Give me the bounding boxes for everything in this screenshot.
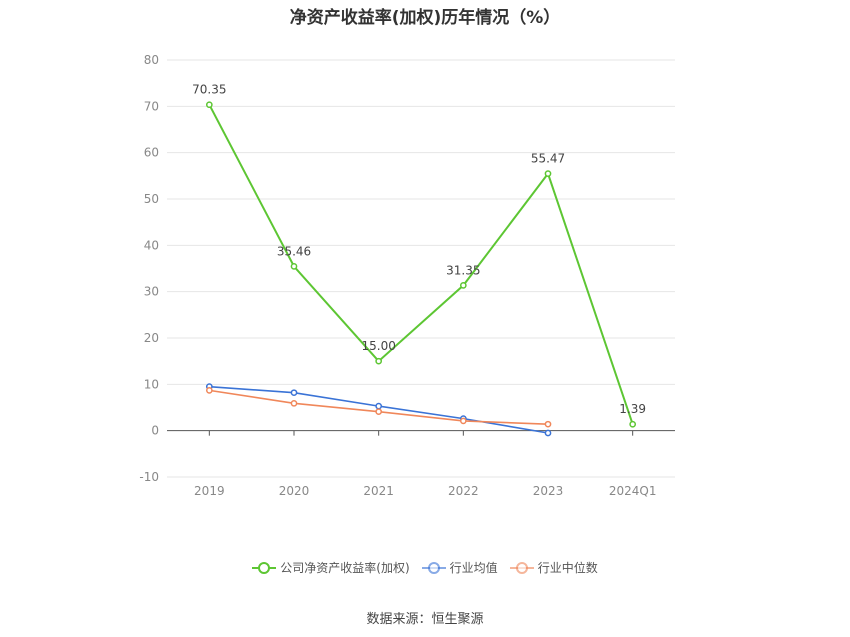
y-tick-label: 60 bbox=[144, 146, 159, 160]
chart-legend: 公司净资产收益率(加权) 行业均值 行业中位数 bbox=[0, 559, 850, 576]
legend-label: 行业均值 bbox=[449, 561, 498, 575]
data-point bbox=[459, 282, 467, 289]
data-point bbox=[544, 170, 552, 178]
legend-label: 行业中位数 bbox=[537, 561, 598, 575]
data-point bbox=[544, 429, 552, 437]
legend-item[interactable]: 行业均值 bbox=[421, 559, 498, 576]
y-tick-label: 30 bbox=[144, 285, 159, 299]
data-label: 35.46 bbox=[277, 244, 311, 258]
data-label: 55.47 bbox=[531, 152, 565, 166]
x-tick-label: 2021 bbox=[363, 484, 394, 498]
x-tick-label: 2022 bbox=[448, 484, 479, 498]
legend-marker-icon bbox=[421, 561, 446, 574]
y-tick-label: 40 bbox=[144, 238, 159, 252]
y-tick-label: 0 bbox=[151, 424, 159, 438]
data-point bbox=[375, 402, 383, 410]
data-point bbox=[205, 387, 213, 394]
legend-item[interactable]: 公司净资产收益率(加权) bbox=[252, 559, 410, 576]
x-tick-label: 2019 bbox=[194, 484, 225, 498]
y-tick-label: 80 bbox=[144, 53, 159, 67]
x-tick-label: 2024Q1 bbox=[609, 484, 657, 498]
y-tick-label: 10 bbox=[144, 377, 159, 391]
legend-marker-icon bbox=[252, 561, 277, 574]
data-label: 70.35 bbox=[192, 83, 226, 97]
data-point bbox=[290, 389, 298, 397]
chart-title: 净资产收益率(加权)历年情况（%） bbox=[289, 8, 561, 28]
data-point bbox=[205, 101, 213, 109]
y-tick-label: 50 bbox=[144, 192, 159, 206]
data-point bbox=[290, 399, 298, 407]
legend-label: 公司净资产收益率(加权) bbox=[280, 561, 410, 575]
data-point bbox=[375, 357, 383, 365]
series-line-0 bbox=[208, 104, 634, 425]
legend-marker-icon bbox=[509, 561, 534, 574]
data-label: 31.35 bbox=[446, 263, 480, 277]
data-label: 1.39 bbox=[619, 402, 646, 416]
data-label: 15.00 bbox=[361, 339, 395, 353]
y-tick-label: -10 bbox=[139, 470, 159, 484]
data-point bbox=[375, 408, 383, 416]
data-point bbox=[544, 420, 552, 428]
y-tick-label: 20 bbox=[144, 331, 159, 345]
data-point bbox=[290, 263, 298, 270]
data-source: 数据来源：恒生聚源 bbox=[366, 612, 484, 627]
data-point bbox=[629, 420, 637, 428]
x-tick-label: 2023 bbox=[533, 484, 564, 498]
x-tick-label: 2020 bbox=[279, 484, 310, 498]
data-point bbox=[459, 417, 467, 425]
y-tick-label: 70 bbox=[144, 99, 159, 113]
legend-item[interactable]: 行业中位数 bbox=[509, 559, 598, 576]
